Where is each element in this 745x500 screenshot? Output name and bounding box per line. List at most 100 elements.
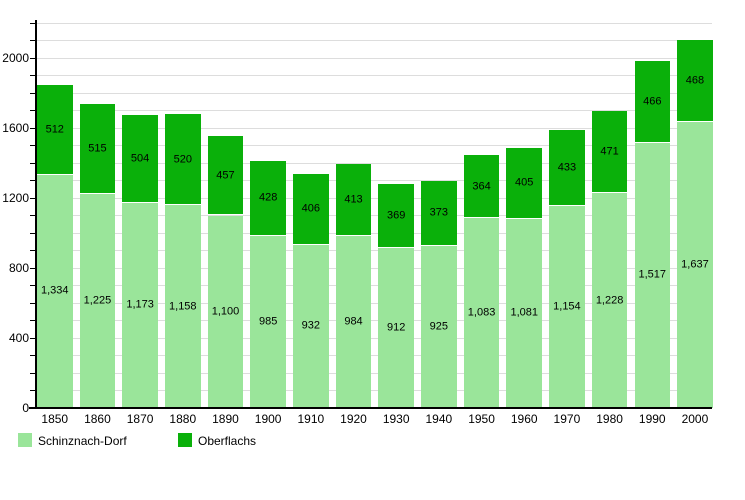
legend: Schinznach-Dorf Oberflachs <box>0 433 745 449</box>
bar-segment-oberflachs-1910 <box>293 173 329 245</box>
y-tick-1700 <box>30 110 35 111</box>
y-tick-100 <box>30 390 35 391</box>
bar-value-oberflachs-1990: 466 <box>643 95 662 108</box>
x-tick-label-1970: 1970 <box>553 412 581 426</box>
gridline-2000 <box>37 57 712 59</box>
bar-segment-oberflachs-1940 <box>421 180 457 247</box>
x-tick-label-1890: 1890 <box>212 412 239 426</box>
y-tick-label-1200: 1200 <box>2 191 29 205</box>
gridline-200 <box>37 372 712 374</box>
gridline-700 <box>37 285 712 286</box>
x-tick-label-1960: 1960 <box>510 412 538 426</box>
bar-segment-oberflachs-1950 <box>463 154 500 219</box>
bar-value-schinznach-dorf-2000: 1,637 <box>681 258 709 271</box>
bar-segment-oberflachs-1860 <box>79 103 116 194</box>
bar-value-schinznach-dorf-1920: 984 <box>344 315 363 328</box>
bar-value-oberflachs-1950: 364 <box>472 180 491 193</box>
bar-segment-schinznach-dorf-1980 <box>591 193 628 408</box>
x-tick-label-1910: 1910 <box>297 412 325 426</box>
gridline-300 <box>37 355 712 356</box>
bar-value-oberflachs-2000: 468 <box>685 74 705 87</box>
gridline-1600 <box>37 127 712 129</box>
bar-value-schinznach-dorf-1990: 1,517 <box>638 268 667 281</box>
bar-segment-oberflachs-1880 <box>165 114 201 206</box>
bar-value-oberflachs-1940: 373 <box>429 206 449 219</box>
bar-value-schinznach-dorf-1890: 1,100 <box>211 305 240 318</box>
gridline-1700 <box>37 110 712 111</box>
bar-segment-oberflachs-2000 <box>677 39 713 122</box>
bar-segment-oberflachs-1960 <box>506 147 542 219</box>
bar-value-oberflachs-1960: 405 <box>515 176 534 189</box>
y-tick-1800 <box>30 92 35 94</box>
bar-value-schinznach-dorf-1850: 1,334 <box>40 284 69 297</box>
bar-value-schinznach-dorf-1870: 1,173 <box>126 298 154 311</box>
bar-segment-oberflachs-1920 <box>335 163 372 236</box>
bar-segment-schinznach-dorf-1920 <box>335 235 372 408</box>
y-tick-900 <box>30 250 35 251</box>
y-tick-400 <box>30 337 35 339</box>
bar-segment-oberflachs-1870 <box>122 114 158 203</box>
gridline-1100 <box>37 215 712 216</box>
bar-segment-schinznach-dorf-1970 <box>549 206 585 408</box>
y-tick-label-400: 400 <box>8 331 29 345</box>
bar-value-schinznach-dorf-1910: 932 <box>301 319 321 332</box>
y-tick-2000 <box>30 57 35 59</box>
bar-segment-oberflachs-1890 <box>207 135 244 216</box>
y-tick-1500 <box>30 145 35 146</box>
bar-value-schinznach-dorf-1940: 925 <box>429 320 449 333</box>
x-tick-label-1880: 1880 <box>169 412 197 426</box>
bar-segment-oberflachs-1850 <box>37 84 73 175</box>
bar-segment-schinznach-dorf-1950 <box>463 218 500 408</box>
bar-value-oberflachs-1870: 504 <box>130 152 150 165</box>
bar-segment-oberflachs-1990 <box>634 60 671 143</box>
gridline-1900 <box>37 75 712 76</box>
x-tick-label-1900: 1900 <box>254 412 282 426</box>
bar-value-oberflachs-1970: 433 <box>557 161 577 174</box>
bar-segment-schinznach-dorf-1890 <box>207 215 244 408</box>
y-tick-700 <box>30 285 35 286</box>
y-tick-label-0: 0 <box>22 401 29 415</box>
y-tick-300 <box>30 355 35 356</box>
y-tick-2200 <box>30 22 35 24</box>
gridline-600 <box>37 302 712 304</box>
bar-value-oberflachs-1930: 369 <box>387 209 406 222</box>
x-tick-label-1930: 1930 <box>382 412 410 426</box>
bar-value-oberflachs-1980: 471 <box>600 145 619 158</box>
y-tick-1200 <box>30 197 35 199</box>
y-tick-1300 <box>30 180 35 181</box>
y-tick-2100 <box>30 40 35 41</box>
y-tick-label-1600: 1600 <box>2 121 29 135</box>
bar-segment-schinznach-dorf-1960 <box>506 218 542 408</box>
x-tick-label-1920: 1920 <box>340 412 367 426</box>
x-tick-label-1860: 1860 <box>84 412 111 426</box>
bar-value-oberflachs-1860: 515 <box>88 142 107 155</box>
y-tick-label-800: 800 <box>8 261 29 275</box>
bar-value-oberflachs-1850: 512 <box>45 123 64 136</box>
gridline-1800 <box>37 92 712 94</box>
legend-label-oberflachs: Oberflachs <box>198 434 257 448</box>
y-tick-1400 <box>30 162 35 164</box>
gridline-1000 <box>37 232 712 234</box>
gridline-2200 <box>37 22 712 24</box>
y-tick-label-2000: 2000 <box>2 51 29 65</box>
bar-value-schinznach-dorf-1930: 912 <box>387 321 406 334</box>
gridline-1300 <box>37 180 712 181</box>
bar-value-oberflachs-1910: 406 <box>301 202 321 215</box>
bar-segment-oberflachs-1900 <box>250 160 286 236</box>
bar-value-schinznach-dorf-1950: 1,083 <box>467 306 496 319</box>
bar-segment-schinznach-dorf-1940 <box>421 246 457 408</box>
bar-segment-schinznach-dorf-1900 <box>250 235 286 408</box>
bar-value-oberflachs-1900: 428 <box>258 191 278 204</box>
bar-segment-schinznach-dorf-1880 <box>165 205 201 408</box>
bar-value-schinznach-dorf-1970: 1,154 <box>553 300 581 313</box>
y-tick-1100 <box>30 215 35 216</box>
y-tick-500 <box>30 320 35 321</box>
bar-value-schinznach-dorf-1980: 1,228 <box>595 294 624 307</box>
y-axis <box>35 20 37 409</box>
bar-segment-schinznach-dorf-1930 <box>378 248 414 408</box>
gridline-1200 <box>37 197 712 199</box>
gridline-2100 <box>37 40 712 41</box>
bar-value-schinznach-dorf-1860: 1,225 <box>83 294 112 307</box>
bar-value-schinznach-dorf-1900: 985 <box>258 315 278 328</box>
x-tick-label-1940: 1940 <box>425 412 453 426</box>
